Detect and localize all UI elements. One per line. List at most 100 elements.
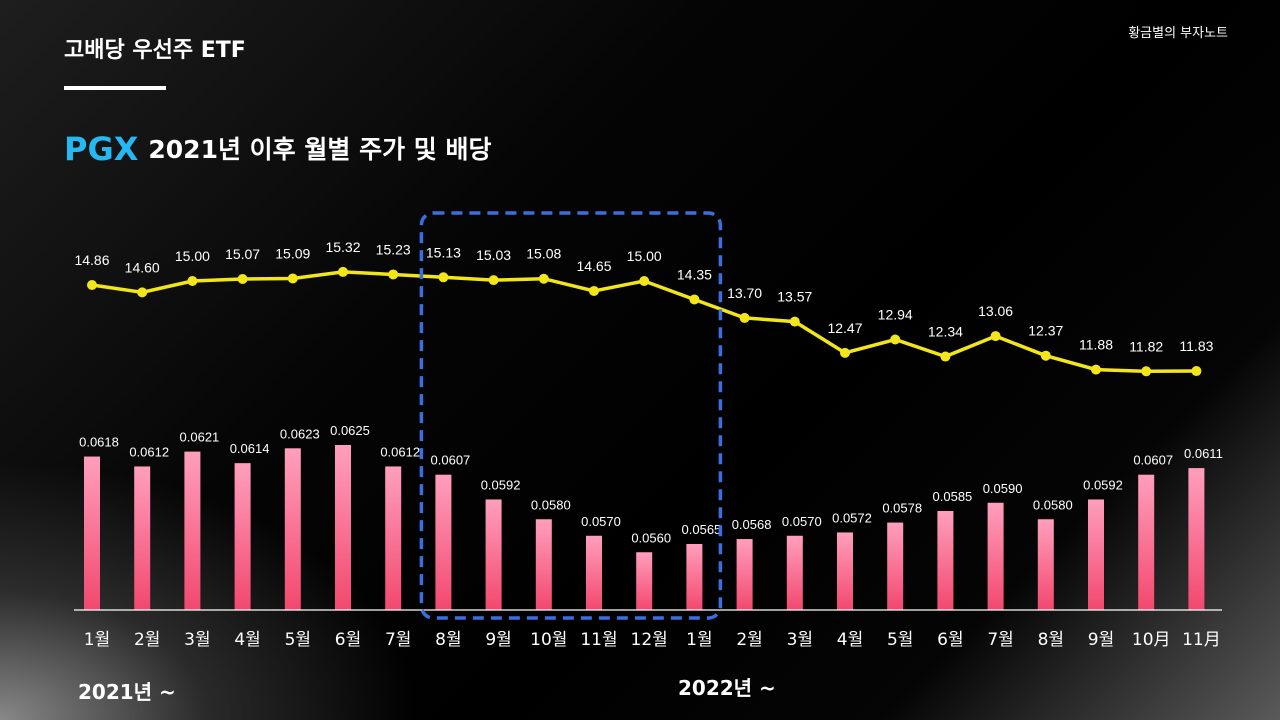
dividend-bar bbox=[686, 544, 703, 610]
dividend-bar bbox=[1088, 499, 1104, 610]
dividend-label: 0.0592 bbox=[1083, 477, 1123, 492]
page-title: 고배당 우선주 ETF bbox=[64, 38, 246, 63]
dividend-bar bbox=[284, 448, 301, 610]
dividend-bar bbox=[887, 522, 904, 610]
price-point bbox=[789, 316, 800, 327]
dividend-bar bbox=[535, 519, 552, 610]
x-tick-label: 10月 bbox=[1132, 630, 1171, 650]
dividend-label: 0.0560 bbox=[631, 530, 671, 545]
x-tick-label: 6월 bbox=[335, 630, 361, 650]
price-label: 14.86 bbox=[74, 252, 109, 268]
price-label: 12.94 bbox=[878, 307, 913, 323]
dividend-bar bbox=[485, 499, 502, 610]
price-label: 11.82 bbox=[1129, 338, 1163, 354]
dividend-bar bbox=[234, 463, 251, 610]
price-point bbox=[840, 347, 850, 358]
price-point bbox=[237, 274, 248, 285]
x-tick-label: 2월 bbox=[134, 630, 160, 650]
x-tick-label: 11月 bbox=[1182, 630, 1221, 650]
price-label: 15.23 bbox=[376, 241, 411, 257]
dividend-bar bbox=[586, 535, 602, 610]
price-label: 11.88 bbox=[1079, 337, 1113, 353]
dividend-label: 0.0565 bbox=[682, 522, 722, 537]
x-tick-label: 8월 bbox=[1038, 630, 1064, 650]
x-tick-label: 5월 bbox=[285, 630, 311, 650]
price-label: 15.13 bbox=[426, 244, 461, 260]
x-tick-label: 6월 bbox=[937, 630, 963, 650]
ticker-label: PGX bbox=[64, 130, 139, 168]
dividend-bar bbox=[335, 445, 351, 610]
dividend-label: 0.0612 bbox=[380, 444, 420, 459]
x-tick-label: 4월 bbox=[837, 630, 863, 650]
dividend-label: 0.0585 bbox=[933, 489, 973, 504]
dividend-label: 0.0623 bbox=[280, 426, 320, 441]
x-tick-label: 9월 bbox=[485, 630, 511, 650]
dividend-label: 0.0621 bbox=[180, 430, 220, 445]
dividend-bar bbox=[1037, 519, 1054, 610]
dividend-bar bbox=[937, 511, 954, 610]
price-point bbox=[287, 273, 298, 284]
price-point bbox=[388, 269, 399, 280]
x-tick-label: 11월 bbox=[580, 630, 617, 650]
chart-subtitle: PGX 2021년 이후 월별 주가 및 배당 bbox=[64, 130, 492, 168]
dividend-bar bbox=[1188, 468, 1205, 610]
dividend-bar bbox=[837, 532, 853, 610]
dividend-label: 0.0612 bbox=[129, 444, 169, 459]
x-tick-label: 9월 bbox=[1088, 630, 1114, 650]
x-tick-label: 8월 bbox=[435, 630, 461, 650]
price-point bbox=[639, 276, 650, 286]
price-point bbox=[187, 276, 198, 286]
price-point bbox=[1141, 366, 1152, 377]
dividend-label: 0.0578 bbox=[882, 501, 922, 516]
price-label: 14.60 bbox=[125, 259, 160, 275]
x-tick-label: 1월 bbox=[686, 630, 712, 650]
price-label: 13.57 bbox=[777, 289, 812, 305]
dividend-bars bbox=[84, 445, 1205, 610]
dividend-label: 0.0590 bbox=[983, 481, 1023, 496]
dividend-bar bbox=[786, 535, 803, 610]
price-label: 15.00 bbox=[175, 248, 210, 264]
price-label: 15.09 bbox=[275, 245, 310, 261]
watermark: 황금별의 부자노트 bbox=[1128, 26, 1228, 41]
x-tick-label: 12월 bbox=[631, 630, 668, 650]
price-labels: 14.86 14.60 15.00 15.07 15.09 15.32 15.23 15.13… bbox=[74, 239, 1213, 354]
year-label-2022: 2022년 ~ bbox=[678, 676, 776, 700]
price-point bbox=[689, 294, 700, 305]
price-line bbox=[91, 270, 1197, 374]
highlight-box bbox=[419, 211, 723, 620]
dividend-labels: 0.0618 0.0612 0.0621 0.0614 0.0623 0.0625 0.06… bbox=[79, 423, 1223, 545]
price-point bbox=[990, 331, 1001, 342]
dividend-bar bbox=[1138, 474, 1155, 610]
dividend-label: 0.0580 bbox=[531, 497, 571, 512]
price-point bbox=[438, 272, 449, 283]
dividend-bar bbox=[84, 456, 100, 610]
price-label: 15.03 bbox=[476, 247, 511, 263]
dividend-bar bbox=[134, 466, 151, 610]
x-tick-label: 2월 bbox=[736, 630, 762, 650]
dividend-bar bbox=[385, 466, 402, 610]
dividend-label: 0.0592 bbox=[481, 477, 521, 492]
x-tick-label: 10월 bbox=[530, 630, 567, 650]
price-label: 12.47 bbox=[827, 320, 862, 336]
dividend-label: 0.0572 bbox=[832, 510, 872, 525]
price-label: 15.32 bbox=[325, 239, 360, 255]
price-label: 12.34 bbox=[928, 324, 963, 340]
dividend-bar bbox=[736, 539, 753, 610]
price-label: 15.08 bbox=[526, 246, 561, 262]
price-point bbox=[1040, 350, 1051, 361]
x-tick-label: 1월 bbox=[84, 630, 110, 650]
x-tick-label: 7월 bbox=[385, 630, 411, 650]
price-label: 13.70 bbox=[727, 285, 762, 301]
dividend-label: 0.0580 bbox=[1033, 497, 1073, 512]
dividend-bar bbox=[435, 474, 452, 610]
price-point bbox=[538, 273, 549, 284]
dividend-label: 0.0611 bbox=[1184, 446, 1223, 461]
price-label: 14.35 bbox=[677, 266, 712, 282]
price-label: 15.07 bbox=[225, 246, 260, 262]
price-point bbox=[589, 285, 599, 296]
price-points bbox=[87, 266, 1202, 377]
dividend-label: 0.0568 bbox=[732, 517, 772, 532]
dividend-label: 0.0570 bbox=[782, 514, 822, 529]
price-point bbox=[940, 351, 951, 362]
